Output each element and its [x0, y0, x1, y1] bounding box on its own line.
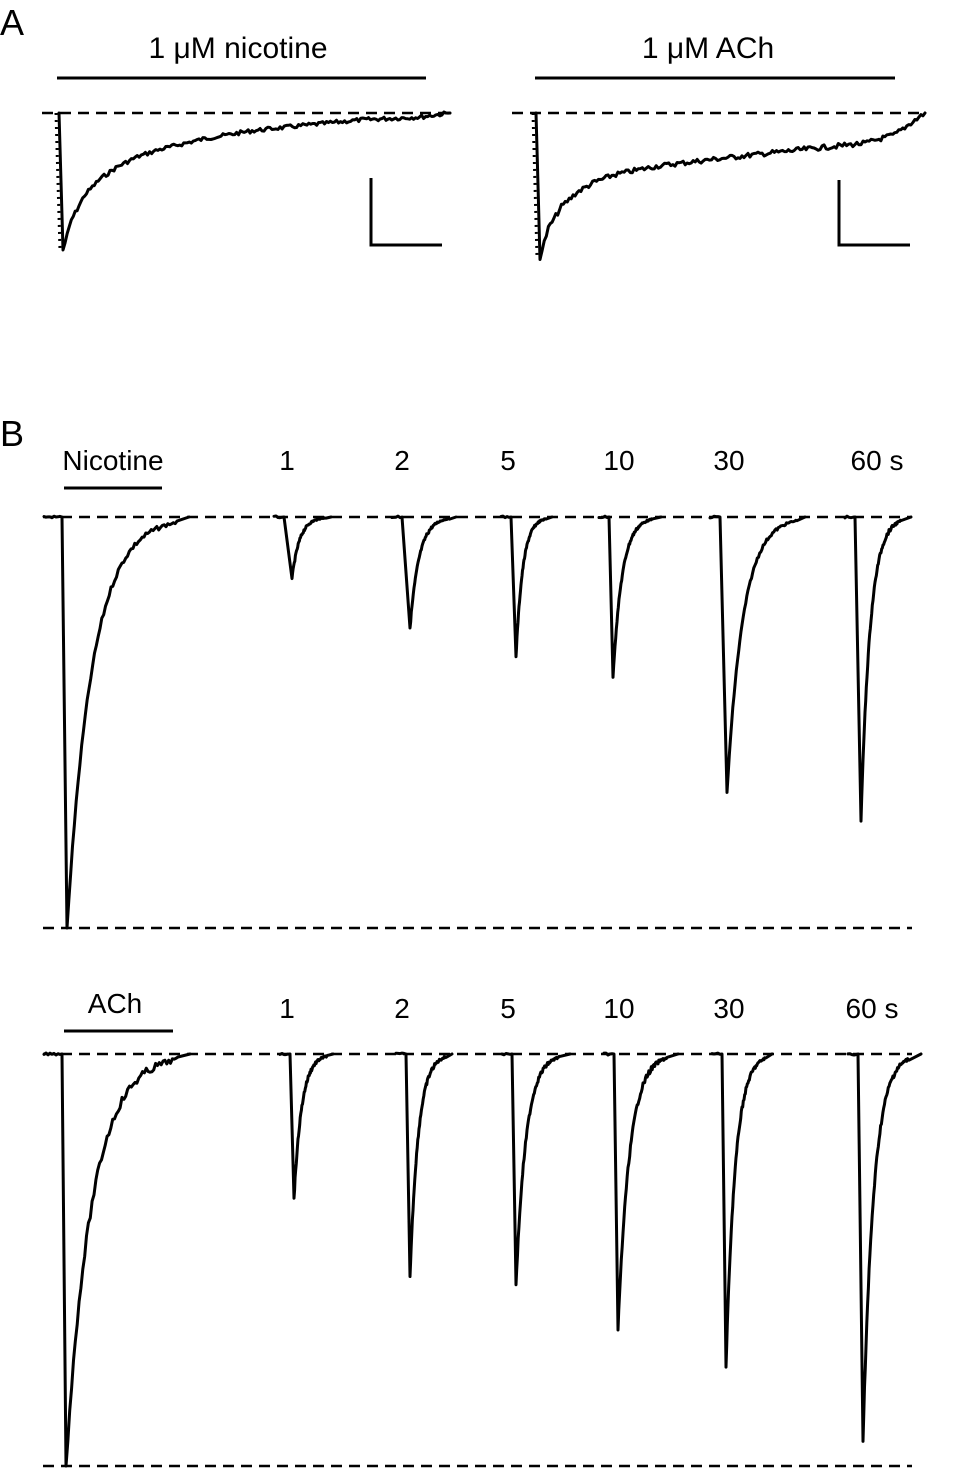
test-response-trace	[394, 1051, 454, 1278]
test-response-trace	[278, 1052, 335, 1200]
ach-interval-label: 60 s	[846, 993, 899, 1024]
test-response-trace	[846, 1052, 923, 1443]
nicotine-interval-label: 60 s	[851, 445, 904, 476]
ach-interval-label: 2	[394, 993, 410, 1024]
ach-scale-bar	[837, 180, 910, 247]
panel-a-label: A	[0, 2, 24, 43]
nicotine-interval-label: 30	[713, 445, 744, 476]
nicotine-scale-bar	[369, 178, 442, 247]
test-response-trace	[597, 514, 663, 679]
ach-agent-label: ACh	[88, 988, 142, 1019]
conditioning-response-trace	[42, 1051, 192, 1468]
test-response-trace	[708, 514, 807, 794]
test-response-trace	[499, 514, 554, 659]
ach-interval-label: 10	[603, 993, 634, 1024]
test-response-trace	[500, 1052, 572, 1287]
nicotine-onset-dotted	[54, 112, 62, 251]
nicotine-interval-label: 1	[279, 445, 295, 476]
nicotine-interval-label: 5	[500, 445, 516, 476]
nicotine-condition-label: 1 μM nicotine	[148, 32, 327, 65]
ach-condition-label: 1 μM ACh	[642, 32, 774, 65]
ach-current-trace	[534, 111, 927, 261]
panel-b-label: B	[0, 413, 24, 454]
ach-interval-label: 5	[500, 993, 516, 1024]
test-response-trace	[272, 514, 333, 581]
nicotine-interval-label: 10	[603, 445, 634, 476]
nicotine-current-trace	[57, 110, 452, 252]
nicotine-agent-label: Nicotine	[62, 445, 163, 476]
ach-row-traces	[42, 1051, 923, 1468]
test-response-trace	[843, 514, 913, 823]
test-response-trace	[390, 514, 458, 630]
ach-interval-label: 30	[713, 993, 744, 1024]
ach-onset-dotted	[531, 112, 539, 258]
ach-interval-label: 1	[279, 993, 295, 1024]
test-response-trace	[710, 1051, 774, 1369]
conditioning-response-trace	[42, 514, 191, 930]
test-response-trace	[602, 1051, 680, 1332]
nicotine-row-traces	[42, 514, 913, 930]
nicotine-interval-label: 2	[394, 445, 410, 476]
